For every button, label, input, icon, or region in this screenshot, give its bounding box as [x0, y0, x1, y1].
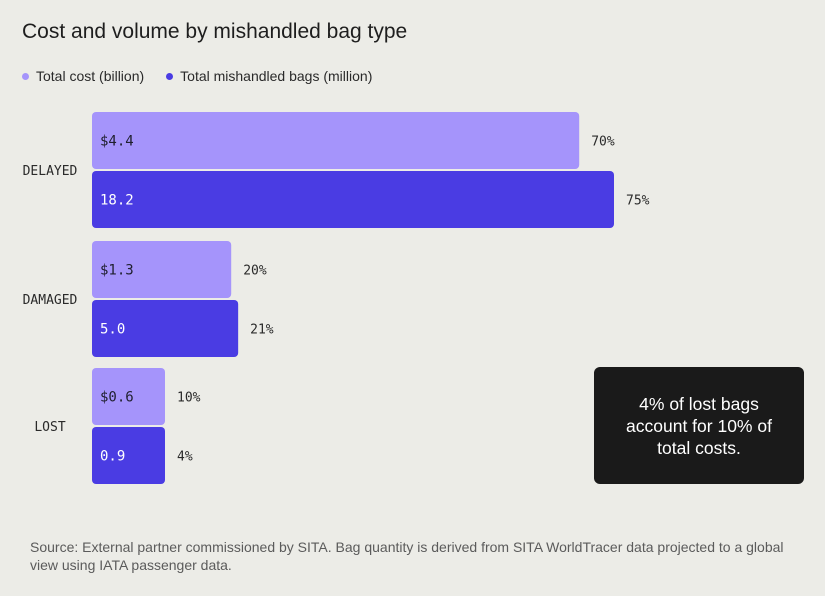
- category-label-lost: LOST: [34, 420, 65, 435]
- bar-share-label: 75%: [626, 194, 650, 209]
- bar-lost-cost: [92, 368, 165, 425]
- bar-share-label: 70%: [591, 135, 615, 150]
- bar-share-label: 20%: [243, 264, 267, 279]
- callout-text: 4% of lost bags account for 10% of total…: [626, 393, 772, 458]
- bar-delayed-bags: [92, 171, 614, 228]
- legend-label-bags: Total mishandled bags (million): [180, 68, 373, 84]
- bar-share-label: 4%: [177, 450, 193, 465]
- bar-share-label: 10%: [177, 391, 201, 406]
- legend-item-cost: Total cost (billion): [22, 68, 144, 84]
- chart-legend: Total cost (billion) Total mishandled ba…: [22, 68, 372, 84]
- legend-label-cost: Total cost (billion): [36, 68, 145, 84]
- bar-delayed-cost: [92, 112, 580, 169]
- bar-value-label: 0.9: [100, 449, 125, 465]
- bar-lost-bags: [92, 427, 165, 484]
- callout-box: 4% of lost bags account for 10% of total…: [594, 367, 804, 484]
- bar-damaged-bags: [92, 300, 239, 357]
- legend-dot-icon: [166, 72, 174, 80]
- category-label-damaged: DAMAGED: [23, 293, 78, 308]
- bar-value-label: $4.4: [100, 134, 134, 150]
- bar-value-label: 18.2: [100, 193, 134, 209]
- bar-value-label: $1.3: [100, 263, 134, 279]
- bar-value-label: $0.6: [100, 390, 134, 406]
- source-note: Source: External partner commissioned by…: [30, 539, 784, 573]
- bar-damaged-cost: [92, 241, 232, 298]
- bar-chart: DELAYED $4.4 70% 18.2 75% DAMAGED $1.3 20% 5.0 21…: [23, 112, 650, 484]
- category-label-delayed: DELAYED: [23, 164, 78, 179]
- bar-value-label: 5.0: [100, 322, 125, 338]
- legend-dot-icon: [22, 72, 29, 80]
- legend-item-bags: Total mishandled bags (million): [166, 68, 372, 84]
- bar-share-label: 21%: [250, 323, 274, 338]
- chart-title: Cost and volume by mishandled bag type: [22, 20, 408, 43]
